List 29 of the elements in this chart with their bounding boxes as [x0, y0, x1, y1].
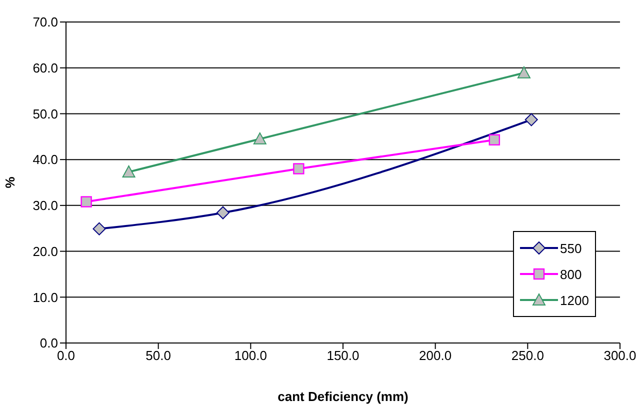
point	[92, 222, 106, 236]
point	[517, 66, 530, 78]
point	[524, 113, 538, 126]
point	[293, 163, 304, 174]
y-tick-label: 20.0	[32, 244, 58, 259]
y-tick-label: 50.0	[32, 106, 58, 122]
legend-label: 550	[560, 240, 582, 256]
y-axis-title: %	[2, 176, 18, 188]
x-tick-label: 300.0	[604, 348, 636, 364]
y-tick-label: 70.0	[32, 14, 58, 30]
x-tick-label: 50.0	[146, 348, 171, 364]
point	[216, 206, 230, 220]
x-axis-title: cant Deficiency (mm)	[278, 389, 408, 404]
point	[488, 134, 500, 146]
y-tick-label: 40.0	[32, 152, 58, 168]
y-tick-label: 10.0	[32, 290, 58, 305]
y-tick-label: 60.0	[32, 60, 58, 76]
x-tick-label: 0.0	[56, 348, 76, 364]
legend-label: 800	[560, 266, 582, 282]
point	[80, 196, 92, 208]
legend-label: 1200	[560, 292, 589, 308]
x-tick-label: 100.0	[234, 348, 267, 364]
point	[122, 165, 136, 178]
x-tick-label: 250.0	[511, 348, 544, 364]
x-tick-label: 150.0	[326, 348, 360, 364]
point	[253, 132, 266, 144]
x-tick-label: 200.0	[419, 348, 452, 364]
y-tick-label: 0.0	[40, 336, 58, 351]
y-tick-label: 30.0	[32, 198, 58, 214]
